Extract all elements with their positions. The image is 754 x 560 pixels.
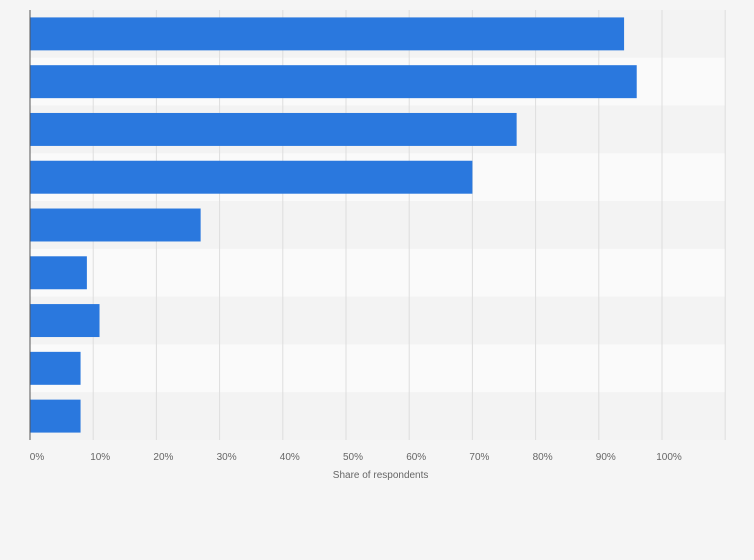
- x-tick-label: 60%: [406, 452, 426, 463]
- bar[interactable]: [30, 112, 517, 146]
- x-tick-label: 80%: [533, 452, 553, 463]
- bar[interactable]: [30, 399, 81, 433]
- bar[interactable]: [30, 351, 81, 385]
- x-tick-label: 70%: [469, 452, 489, 463]
- bar[interactable]: [30, 160, 473, 194]
- x-tick-label: 100%: [656, 452, 682, 463]
- x-tick-label: 40%: [280, 452, 300, 463]
- row-band: [30, 248, 726, 297]
- row-band: [30, 296, 726, 345]
- row-band: [30, 392, 726, 440]
- x-tick-labels: 0% 10% 20% 30% 40% 50% 60% 70% 80% 90% 100%: [30, 452, 682, 463]
- x-tick-label: 50%: [343, 452, 363, 463]
- bar[interactable]: [30, 208, 201, 242]
- bar[interactable]: [30, 17, 625, 51]
- bar[interactable]: [30, 256, 87, 290]
- bars: [30, 17, 637, 433]
- row-band: [30, 344, 726, 393]
- x-tick-label: 30%: [217, 452, 237, 463]
- bar[interactable]: [30, 65, 637, 99]
- x-tick-label: 0%: [30, 452, 45, 463]
- x-axis-title: Share of respondents: [333, 470, 429, 481]
- x-tick-label: 20%: [153, 452, 173, 463]
- x-tick-label: 90%: [596, 452, 616, 463]
- bar[interactable]: [30, 304, 100, 338]
- x-tick-label: 10%: [90, 452, 110, 463]
